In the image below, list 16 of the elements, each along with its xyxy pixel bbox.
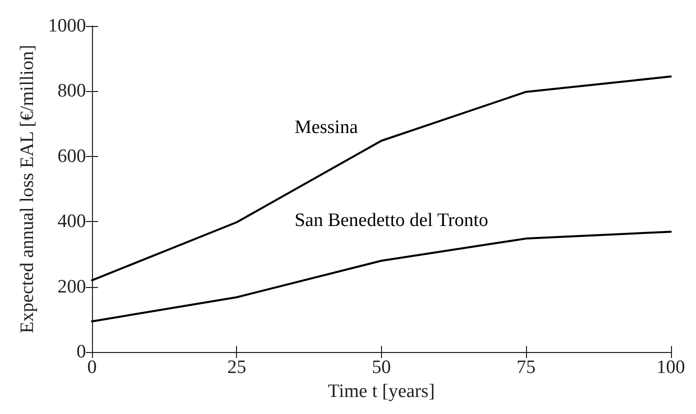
y-tick-label: 400: [58, 211, 86, 232]
x-tick-label: 25: [227, 357, 246, 378]
line-series: [91, 230, 672, 322]
x-tick-label: 100: [656, 357, 685, 378]
y-tick-label: 600: [58, 146, 86, 167]
y-axis-title: Expected annual loss EAL [€/million]: [17, 44, 38, 334]
y-tick-label: 200: [58, 276, 86, 298]
line-series: [91, 76, 672, 282]
series-label: San Benedetto del Tronto: [294, 210, 488, 232]
x-tick-label: 75: [516, 357, 536, 378]
x-axis-title: Time t [years]: [328, 380, 435, 402]
y-tick-label: 1000: [48, 16, 86, 36]
x-tick-label: 50: [372, 357, 391, 378]
y-tick-label: 800: [58, 80, 86, 102]
y-tick-label: 0: [76, 342, 86, 362]
series-label: Messina: [294, 117, 358, 138]
